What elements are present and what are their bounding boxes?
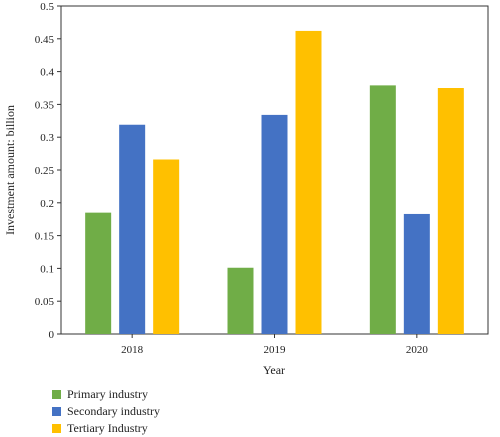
bar bbox=[85, 212, 112, 334]
bar bbox=[437, 88, 464, 334]
bar bbox=[227, 267, 254, 334]
x-axis-title: Year bbox=[263, 363, 285, 377]
y-tick-label: 0.05 bbox=[35, 296, 55, 308]
y-axis: 0 0.05 0.1 0.15 0.2 0.25 0.3 0.35 0.4 0.45 0.5 bbox=[35, 1, 61, 341]
y-tick-label: 0.35 bbox=[35, 99, 55, 111]
bars-group bbox=[85, 30, 464, 335]
bar bbox=[119, 124, 146, 335]
y-tick-label: 0.45 bbox=[35, 34, 55, 46]
y-tick-label: 0.15 bbox=[35, 231, 55, 243]
y-tick-label: 0.1 bbox=[40, 263, 54, 275]
y-axis-title: Investment amount: billion bbox=[3, 105, 17, 235]
legend-item-secondary: Secondary industry bbox=[52, 403, 160, 420]
y-tick-label: 0.5 bbox=[40, 1, 54, 13]
x-axis: 2018 2019 2020 bbox=[121, 334, 428, 356]
legend-label-secondary: Secondary industry bbox=[67, 404, 160, 418]
y-tick-label: 0 bbox=[49, 329, 55, 341]
bar bbox=[153, 159, 180, 334]
legend-item-tertiary: Tertiary Industry bbox=[52, 420, 160, 437]
x-tick-label: 2019 bbox=[264, 344, 287, 356]
x-tick-label: 2020 bbox=[406, 344, 429, 356]
bar bbox=[261, 114, 288, 334]
bar bbox=[403, 213, 430, 334]
bar bbox=[369, 85, 396, 334]
legend: Primary industry Secondary industry Tert… bbox=[52, 386, 160, 437]
legend-swatch-primary bbox=[52, 390, 61, 399]
y-tick-label: 0.3 bbox=[40, 132, 54, 144]
bar bbox=[295, 30, 322, 334]
y-tick-label: 0.4 bbox=[40, 67, 54, 79]
legend-swatch-tertiary bbox=[52, 424, 61, 433]
legend-label-tertiary: Tertiary Industry bbox=[67, 421, 148, 435]
legend-label-primary: Primary industry bbox=[67, 387, 148, 401]
legend-swatch-secondary bbox=[52, 407, 61, 416]
y-tick-label: 0.2 bbox=[40, 198, 54, 210]
x-tick-label: 2018 bbox=[121, 344, 144, 356]
y-tick-label: 0.25 bbox=[35, 165, 55, 177]
legend-item-primary: Primary industry bbox=[52, 386, 160, 403]
